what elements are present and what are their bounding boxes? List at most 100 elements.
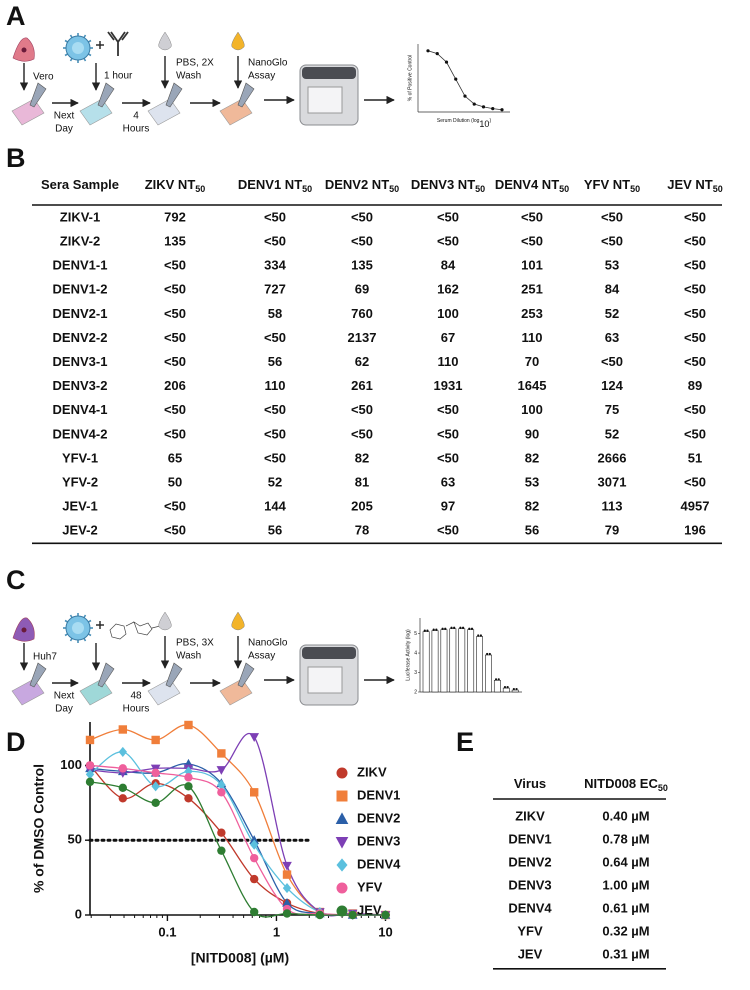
point bbox=[217, 749, 226, 758]
table-cell: 65 bbox=[168, 450, 182, 465]
cell-label: Huh7 bbox=[33, 652, 57, 663]
inset-dot bbox=[453, 626, 456, 629]
text: DENV2 NT bbox=[325, 177, 389, 192]
inset-tick-label: 4 bbox=[414, 650, 417, 656]
table-cell: ZIKV bbox=[515, 808, 545, 823]
table-cell: 253 bbox=[521, 306, 543, 321]
table-cell: 110 bbox=[522, 330, 543, 345]
table-cell: <50 bbox=[684, 209, 706, 224]
table-cell: <50 bbox=[684, 426, 706, 441]
series-line bbox=[89, 733, 386, 917]
inset-dot bbox=[441, 627, 444, 630]
subscript: 50 bbox=[559, 184, 569, 194]
table-cell: <50 bbox=[264, 234, 286, 249]
table-cell: 79 bbox=[605, 523, 619, 538]
point bbox=[216, 766, 227, 775]
table-cell: 50 bbox=[168, 475, 182, 490]
table-cell: <50 bbox=[684, 258, 706, 273]
x-tick-label: 0.1 bbox=[158, 924, 176, 939]
point bbox=[151, 768, 160, 778]
point bbox=[217, 846, 226, 855]
table-cell: 2666 bbox=[598, 450, 627, 465]
inset-bar bbox=[440, 629, 448, 693]
point bbox=[184, 720, 193, 730]
compound-icon bbox=[109, 621, 161, 640]
point bbox=[249, 835, 260, 844]
table-cell: <50 bbox=[351, 402, 373, 417]
table-cell: 78 bbox=[355, 523, 369, 538]
point bbox=[217, 828, 226, 837]
point bbox=[282, 897, 292, 907]
drop-icon bbox=[158, 31, 172, 51]
table-cell: 51 bbox=[688, 450, 702, 465]
y-tick-label: 100 bbox=[60, 757, 82, 772]
step-label: PBS, 2X bbox=[176, 58, 214, 69]
header-text: DENV3 NT50 bbox=[411, 177, 485, 194]
table-cell: 62 bbox=[355, 354, 369, 369]
table-cell: 1645 bbox=[518, 378, 547, 393]
table-cell: 0.61 µM bbox=[602, 900, 649, 915]
table-cell: <50 bbox=[601, 209, 623, 224]
text: DENV1 NT bbox=[238, 177, 302, 192]
table-cell: <50 bbox=[601, 354, 623, 369]
point bbox=[249, 907, 259, 917]
step-label: Hours bbox=[123, 704, 150, 715]
text: JEV NT bbox=[667, 177, 713, 192]
table-cell: 4957 bbox=[681, 499, 710, 514]
table-cell: 84 bbox=[605, 282, 620, 297]
pipette-icon bbox=[165, 82, 183, 108]
table-cell: 63 bbox=[441, 475, 455, 490]
panel-label: A bbox=[6, 1, 26, 31]
table-cell: 792 bbox=[164, 209, 186, 224]
subscript: 10 bbox=[479, 119, 489, 129]
table-cell: DENV1-2 bbox=[53, 282, 108, 297]
table-cell: 56 bbox=[268, 523, 282, 538]
table-cell: DENV3-2 bbox=[53, 378, 108, 393]
table-cell: <50 bbox=[437, 234, 459, 249]
inset-dot bbox=[479, 634, 483, 637]
table-cell: <50 bbox=[164, 402, 186, 417]
point bbox=[118, 794, 128, 803]
inset-bar bbox=[485, 654, 492, 693]
point bbox=[315, 910, 325, 920]
header-text: DENV4 NT50 bbox=[495, 177, 569, 194]
inset-bar bbox=[422, 631, 430, 693]
table-cell: DENV1 bbox=[508, 831, 551, 846]
inset-dot bbox=[470, 627, 474, 630]
table-cell: 53 bbox=[605, 258, 619, 273]
table-cell: DENV2-2 bbox=[53, 330, 108, 345]
cell-label: Vero bbox=[33, 72, 54, 83]
subscript: 50 bbox=[630, 184, 640, 194]
virus-core bbox=[72, 42, 84, 54]
step-label: Hours bbox=[123, 124, 150, 135]
point bbox=[118, 764, 128, 773]
point bbox=[85, 769, 95, 780]
inset-dot bbox=[506, 686, 509, 689]
table-cell: <50 bbox=[351, 209, 373, 224]
dish-icon bbox=[147, 98, 181, 126]
point bbox=[282, 883, 292, 894]
table-cell: 84 bbox=[441, 258, 456, 273]
inset-bar bbox=[467, 629, 475, 693]
inset-dot bbox=[486, 652, 489, 656]
inset-curve bbox=[427, 50, 503, 111]
table-cell: 1.00 µM bbox=[602, 877, 649, 892]
legend-marker bbox=[335, 812, 349, 824]
step-label: NanoGlo bbox=[248, 58, 288, 69]
point bbox=[85, 761, 95, 770]
inset-bar bbox=[476, 636, 483, 693]
point bbox=[249, 853, 259, 863]
table-cell: YFV-1 bbox=[62, 450, 98, 465]
inset-dot bbox=[488, 652, 491, 656]
x-axis-title: [NITD008] (µM) bbox=[191, 950, 289, 966]
inset-point bbox=[435, 52, 439, 56]
table-cell: 0.64 µM bbox=[602, 854, 649, 869]
step-label: Assay bbox=[248, 651, 275, 662]
x-tick-label: 10 bbox=[378, 924, 392, 939]
point bbox=[118, 746, 128, 757]
table-cell: JEV-2 bbox=[62, 523, 97, 538]
table-cell: <50 bbox=[437, 523, 459, 538]
table-cell: <50 bbox=[601, 234, 623, 249]
